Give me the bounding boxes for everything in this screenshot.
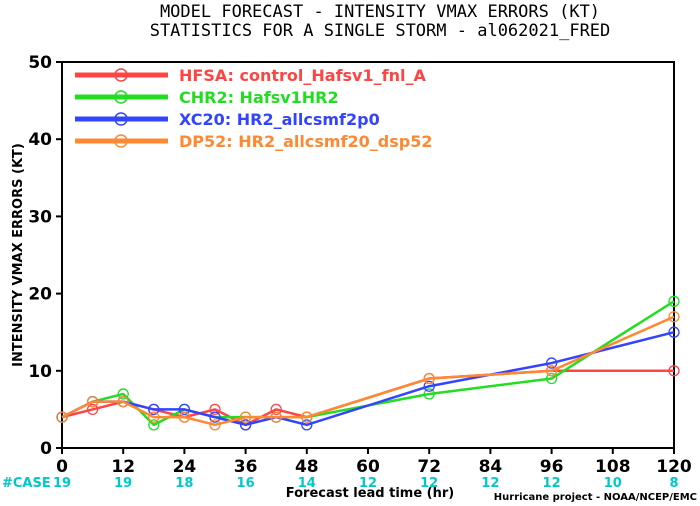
x-tick-label: 36 xyxy=(234,457,258,477)
legend-label: HFSA: control_Hafsv1_fnl_A xyxy=(179,66,426,85)
y-tick-label: 50 xyxy=(28,53,52,73)
series-dp52 xyxy=(56,311,680,431)
data-point xyxy=(668,295,680,307)
data-point xyxy=(209,403,221,416)
data-point xyxy=(209,419,221,431)
chart-subtitle: STATISTICS FOR A SINGLE STORM - al062021… xyxy=(150,21,611,41)
case-count: 18 xyxy=(175,476,193,491)
legend-marker xyxy=(114,112,128,126)
y-axis-label: INTENSITY VMAX ERRORS (KT) xyxy=(11,143,26,367)
data-point xyxy=(545,365,558,377)
data-point xyxy=(117,388,129,400)
data-point xyxy=(545,372,558,385)
case-count: 10 xyxy=(604,476,622,491)
legend-marker xyxy=(114,90,128,104)
chart-title: MODEL FORECAST - INTENSITY VMAX ERRORS (… xyxy=(160,2,600,22)
data-point xyxy=(668,326,680,338)
legend-label: CHR2: Hafsv1HR2 xyxy=(179,88,339,107)
data-point xyxy=(423,380,435,392)
case-count: 8 xyxy=(669,476,678,491)
data-point xyxy=(86,403,99,416)
legend-item-hfsa: HFSA: control_Hafsv1_fnl_A xyxy=(75,66,426,85)
x-tick-label: 96 xyxy=(540,457,564,477)
legend-marker xyxy=(114,68,128,82)
series-chr2 xyxy=(56,295,680,431)
data-point xyxy=(239,411,252,423)
data-point xyxy=(56,411,68,423)
y-tick-label: 40 xyxy=(28,130,52,150)
data-point xyxy=(270,403,282,416)
series-layer xyxy=(56,295,680,431)
x-tick-label: 0 xyxy=(56,457,68,477)
case-count-row: #CASE 19 19 18 16 14 12 12 12 12 10 8 xyxy=(2,476,679,491)
case-count: 14 xyxy=(298,476,316,491)
data-point xyxy=(178,403,191,416)
x-tick-label: 60 xyxy=(356,457,380,477)
x-axis-label: Forecast lead time (hr) xyxy=(286,486,454,501)
x-tick-label: 72 xyxy=(417,457,441,477)
x-tick-label: 12 xyxy=(111,457,135,477)
legend-item-dp52: DP52: HR2_allcsmf20_dsp52 xyxy=(75,132,432,151)
data-point xyxy=(301,419,313,431)
legend-item-xc20: XC20: HR2_allcsmf2p0 xyxy=(75,110,380,129)
data-point xyxy=(423,388,435,400)
case-count: 19 xyxy=(114,476,132,491)
data-point xyxy=(178,411,191,423)
legend-item-chr2: CHR2: Hafsv1HR2 xyxy=(75,88,339,107)
case-count: 19 xyxy=(53,476,71,491)
x-tick-label: 24 xyxy=(173,457,197,477)
data-point xyxy=(148,419,160,431)
x-tick-label: 48 xyxy=(295,457,319,477)
data-point xyxy=(148,403,160,416)
case-row-label: #CASE xyxy=(2,476,51,491)
data-point xyxy=(423,372,435,385)
data-point xyxy=(545,357,558,369)
legend-marker xyxy=(114,134,128,148)
data-point xyxy=(148,411,160,423)
case-count: 12 xyxy=(359,476,377,491)
y-tick-label: 20 xyxy=(28,285,52,305)
legend-label: DP52: HR2_allcsmf20_dsp52 xyxy=(179,132,432,151)
case-count: 12 xyxy=(543,476,561,491)
data-point xyxy=(209,411,221,423)
x-axis-ticks: 0 12 24 36 48 60 72 84 96 108 120 xyxy=(56,448,692,477)
y-tick-label: 10 xyxy=(28,362,52,382)
data-point xyxy=(86,396,99,408)
data-point xyxy=(668,311,680,323)
case-count: 12 xyxy=(420,476,438,491)
data-point xyxy=(301,411,313,423)
case-count: 12 xyxy=(481,476,499,491)
data-point xyxy=(668,365,680,377)
case-count: 16 xyxy=(237,476,255,491)
x-tick-label: 120 xyxy=(656,457,692,477)
x-tick-label: 84 xyxy=(479,457,503,477)
credit-text: Hurricane project - NOAA/NCEP/EMC xyxy=(494,492,697,503)
data-point xyxy=(239,419,252,431)
y-tick-label: 30 xyxy=(28,207,52,227)
legend: HFSA: control_Hafsv1_fnl_A CHR2: Hafsv1HR… xyxy=(75,66,432,151)
data-point xyxy=(270,411,282,423)
series-line xyxy=(61,330,675,427)
y-axis-ticks: 0 10 20 30 40 50 xyxy=(28,53,62,459)
data-point xyxy=(117,396,129,408)
x-tick-label: 108 xyxy=(595,457,631,477)
y-tick-label: 0 xyxy=(40,439,52,459)
legend-label: XC20: HR2_allcsmf2p0 xyxy=(179,110,380,129)
